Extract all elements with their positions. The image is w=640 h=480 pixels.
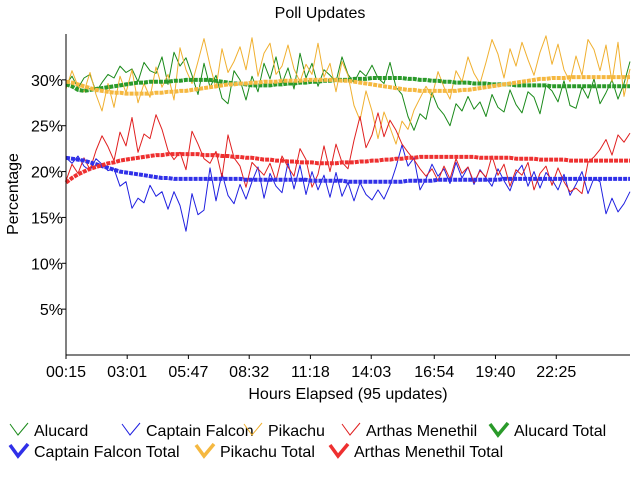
legend-swatch — [121, 422, 141, 436]
x-axis-label: Hours Elapsed (95 updates) — [248, 386, 447, 403]
x-tick-label: 03:01 — [107, 364, 147, 381]
legend-swatch — [9, 422, 29, 436]
legend-item-pikachu-total: Pikachu Total — [194, 442, 315, 461]
x-tick-label: 14:03 — [351, 364, 391, 381]
x-tick-label: 22:25 — [536, 364, 576, 381]
y-axis-label: Percentage — [5, 153, 22, 235]
y-axis-ticks: 5% 10% 15% 20% 25% 30% — [31, 73, 66, 319]
legend-label: Captain Falcon — [146, 423, 254, 440]
series-layer — [64, 35, 631, 232]
legend-swatch — [341, 422, 361, 436]
y-tick-label: 30% — [31, 73, 63, 90]
legend-item-alucard-total: Alucard Total — [488, 421, 606, 440]
legend-label: Alucard — [34, 423, 88, 440]
x-tick-label: 11:18 — [291, 364, 330, 381]
legend-label: Pikachu Total — [220, 444, 315, 461]
x-tick-label: 00:15 — [46, 364, 86, 381]
series-line-arthas-menethil — [65, 112, 631, 195]
y-tick-label: 25% — [31, 119, 63, 136]
y-tick-label: 5% — [40, 302, 63, 319]
series-line-captain-falcon-total — [65, 155, 630, 184]
legend-label: Alucard Total — [514, 423, 606, 440]
legend-label: Arthas Menethil — [366, 423, 477, 440]
series-line-alucard — [65, 51, 631, 131]
x-tick-label: 05:47 — [168, 364, 208, 381]
legend-swatch — [328, 442, 350, 459]
y-tick-label: 20% — [31, 165, 63, 182]
legend-swatch — [488, 421, 510, 438]
legend-item-arthas-menethil-total: Arthas Menethil Total — [328, 442, 503, 461]
legend-swatch — [243, 422, 263, 436]
legend-item-arthas-menethil: Arthas Menethil — [341, 422, 477, 440]
legend-label: Captain Falcon Total — [34, 444, 180, 461]
series-line-pikachu-total — [65, 75, 630, 96]
legend: Alucard Captain Falcon Pikachu Arthas Menet… — [8, 421, 606, 461]
y-tick-label: 10% — [31, 256, 63, 273]
legend-label: Pikachu — [268, 423, 325, 440]
legend-item-alucard: Alucard — [9, 422, 88, 440]
legend-item-pikachu: Pikachu — [243, 422, 325, 440]
series-line-arthas-menethil-total — [64, 152, 630, 185]
x-tick-label: 19:40 — [475, 364, 515, 381]
legend-swatch — [8, 442, 30, 459]
chart-title: Poll Updates — [275, 5, 366, 22]
legend-label: Arthas Menethil Total — [354, 444, 503, 461]
x-axis-ticks: 00:15 03:01 05:47 08:32 11:18 14:03 16:54 19:40… — [46, 355, 576, 381]
series-line-alucard-total — [65, 76, 630, 93]
legend-swatch — [194, 442, 216, 459]
legend-item-captain-falcon: Captain Falcon — [121, 422, 254, 440]
y-tick-label: 15% — [31, 210, 63, 227]
x-tick-label: 16:54 — [414, 364, 454, 381]
legend-item-captain-falcon-total: Captain Falcon Total — [8, 442, 180, 461]
x-tick-label: 08:32 — [229, 364, 269, 381]
